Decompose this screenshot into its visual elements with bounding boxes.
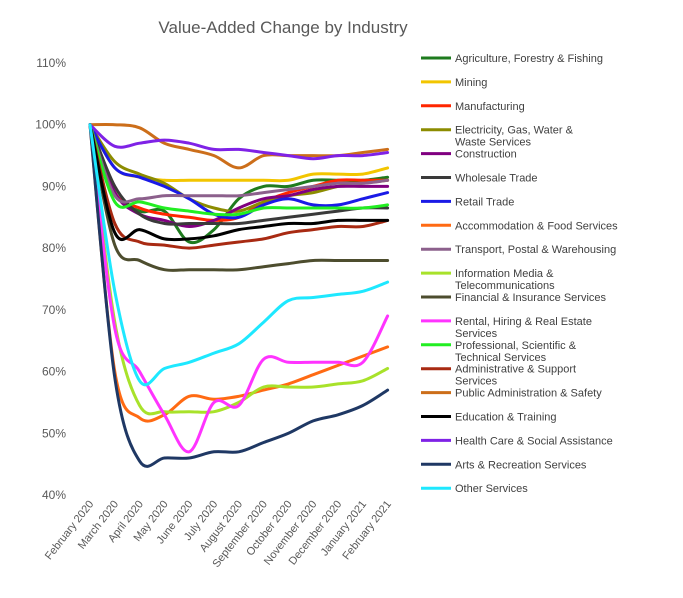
legend-label: Mining	[455, 77, 487, 89]
y-tick-label: 40%	[42, 488, 66, 502]
series-lines	[88, 122, 390, 468]
legend-label: Electricity, Gas, Water & Waste Services	[455, 125, 574, 149]
legend: Agriculture, Forestry & Fishing Mining Man…	[421, 53, 618, 495]
series-line-7	[88, 123, 390, 220]
legend-label: Agriculture, Forestry & Fishing	[455, 53, 603, 65]
y-tick-label: 70%	[42, 303, 66, 317]
series-line-13	[88, 123, 390, 217]
legend-label: Professional, Scientific & Technical Serv…	[455, 340, 577, 364]
y-tick-label: 80%	[42, 241, 66, 255]
series-line-10	[88, 123, 390, 416]
legend-label: Wholesale Trade	[455, 173, 538, 185]
series-line-9	[88, 123, 390, 204]
y-tick-label: 90%	[42, 179, 66, 193]
legend-label: Health Care & Social Assistance	[455, 435, 613, 447]
chart-title: Value-Added Change by Industry	[158, 18, 408, 37]
legend-label: Transport, Postal & Warehousing	[455, 244, 616, 256]
legend-label: Public Administration & Safety	[455, 388, 602, 400]
legend-label: Financial & Insurance Services	[455, 292, 607, 304]
legend-label: Construction	[455, 149, 517, 161]
series-line-17	[88, 123, 390, 161]
y-axis: 40% 50% 60% 70% 80% 90% 100% 110%	[35, 56, 66, 502]
legend-label: Rental, Hiring & Real Estate Services	[455, 316, 592, 340]
series-line-18	[88, 123, 390, 468]
legend-label: Accommodation & Food Services	[455, 220, 618, 232]
legend-label: Other Services	[455, 483, 528, 495]
series-line-19	[88, 123, 390, 387]
legend-label: Administrative & Support Services	[455, 364, 576, 388]
legend-label: Retail Trade	[455, 196, 514, 208]
series-line-15	[88, 122, 390, 170]
y-tick-label: 50%	[42, 426, 66, 440]
legend-label: Education & Training	[455, 412, 557, 424]
series-line-16	[88, 123, 390, 242]
legend-label: Manufacturing	[455, 101, 525, 113]
y-tick-label: 110%	[36, 56, 66, 70]
series-line-14	[88, 123, 390, 250]
y-tick-label: 60%	[42, 365, 66, 379]
legend-label: Arts & Recreation Services	[455, 459, 587, 471]
legend-label: Information Media & Telecommunications	[455, 268, 555, 292]
y-tick-label: 100%	[35, 118, 66, 132]
series-line-11	[88, 123, 390, 272]
series-line-12	[88, 123, 390, 454]
series-line-6	[88, 123, 390, 226]
series-line-8	[88, 123, 390, 423]
